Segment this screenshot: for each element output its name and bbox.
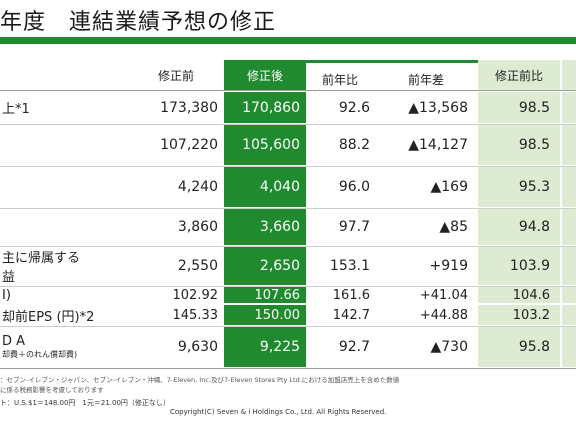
- value-after: 150.00: [224, 305, 306, 325]
- row-label: [0, 166, 130, 208]
- value-after: 4,040: [224, 167, 306, 207]
- value-vs-before: 98.5: [478, 125, 560, 165]
- value-vs-before: 98.5: [478, 92, 560, 123]
- row-divider: [0, 90, 576, 91]
- extra-column-cell: [562, 92, 576, 123]
- row-label-subtext: 益: [2, 270, 16, 285]
- footnote-1: ：セブン-イレブン・ジャパン、セブン-イレブン・沖縄、7-Eleven, Inc…: [0, 376, 400, 384]
- header-extra: [562, 60, 576, 90]
- row-divider: [0, 246, 576, 247]
- exchange-rate-note: ト：U.S.$1＝148.00円 1元＝21.00円（修正なし）: [0, 399, 170, 407]
- value-before: 3,860: [177, 219, 218, 235]
- value-before: 107,220: [160, 137, 218, 153]
- row-label: 上*1: [0, 91, 130, 124]
- row-label: I): [0, 286, 130, 304]
- header-after: 修正後: [224, 60, 306, 90]
- header-yoy-ratio: 前年比: [321, 72, 358, 87]
- value-yoy-ratio: 88.2: [338, 137, 370, 153]
- value-yoy-ratio: 96.0: [338, 179, 370, 195]
- page-title: 年度 連結業績予想の修正: [0, 10, 277, 35]
- value-vs-before: 95.8: [478, 327, 560, 367]
- extra-column-cell: [562, 287, 576, 303]
- row-divider: [0, 326, 576, 327]
- row-label-subtext: 却費＋のれん償却費): [2, 350, 78, 359]
- value-yoy-diff: ▲14,127: [408, 137, 468, 153]
- value-yoy-ratio: 153.1: [329, 258, 370, 274]
- row-label-text: 却前EPS (円)*2: [2, 309, 95, 325]
- value-yoy-diff: ▲169: [430, 179, 469, 195]
- value-before: 4,240: [177, 179, 218, 195]
- extra-column-cell: [562, 167, 576, 207]
- value-yoy-diff: ▲85: [439, 219, 468, 235]
- title-underline: [0, 37, 576, 44]
- value-yoy-diff: ▲13,568: [408, 99, 468, 116]
- value-before: 102.92: [172, 287, 219, 303]
- value-vs-before: 95.3: [478, 167, 560, 207]
- extra-column-cell: [562, 125, 576, 165]
- row-label-text: I): [2, 287, 11, 303]
- value-before: 9,630: [177, 339, 218, 355]
- row-divider: [0, 208, 576, 209]
- value-yoy-diff: +41.04: [419, 287, 468, 303]
- header-accent-bar: [306, 60, 478, 63]
- header-before: 修正前: [157, 68, 194, 83]
- extra-column-cell: [562, 209, 576, 245]
- row-label-text: D A: [2, 334, 26, 349]
- row-divider: [0, 368, 576, 369]
- row-label: [0, 124, 130, 166]
- value-vs-before: 103.2: [478, 305, 560, 325]
- copyright: Copyright(C) Seven & i Holdings Co., Ltd…: [170, 408, 387, 416]
- value-before: 2,550: [177, 258, 218, 274]
- value-yoy-ratio: 142.7: [332, 307, 370, 323]
- row-divider: [0, 124, 576, 125]
- value-after: 2,650: [224, 247, 306, 285]
- footnote-2: に係る税務影響を考慮しております: [0, 386, 104, 394]
- value-yoy-diff: ▲730: [430, 339, 469, 355]
- row-label: D A 却費＋のれん償却費): [0, 326, 130, 368]
- value-after: 105,600: [224, 125, 306, 165]
- extra-column-cell: [562, 305, 576, 325]
- value-after: 107.66: [224, 287, 306, 303]
- row-label-text: 主に帰属する: [2, 251, 81, 266]
- row-label: 主に帰属する益: [0, 246, 130, 286]
- row-label: 却前EPS (円)*2: [0, 304, 130, 326]
- value-after: 9,225: [224, 327, 306, 367]
- value-yoy-ratio: 92.7: [338, 339, 370, 355]
- value-yoy-ratio: 97.7: [338, 219, 370, 235]
- value-vs-before: 104.6: [478, 287, 560, 303]
- value-before: 173,380: [160, 99, 218, 116]
- row-divider: [0, 286, 576, 287]
- extra-column-cell: [562, 327, 576, 367]
- value-yoy-ratio: 92.6: [338, 99, 370, 116]
- value-yoy-ratio: 161.6: [332, 287, 370, 303]
- value-vs-before: 103.9: [478, 247, 560, 285]
- header-vs-before: 修正前比: [478, 60, 560, 90]
- row-label: [0, 208, 130, 246]
- value-yoy-diff: +44.88: [419, 307, 468, 323]
- row-divider: [0, 166, 576, 167]
- row-label-text: 上*1: [2, 102, 30, 117]
- value-after: 3,660: [224, 209, 306, 245]
- value-vs-before: 94.8: [478, 209, 560, 245]
- value-after: 170,860: [224, 92, 306, 123]
- value-before: 145.33: [172, 307, 219, 323]
- value-yoy-diff: +919: [429, 258, 468, 274]
- header-yoy-diff: 前年差: [407, 72, 444, 87]
- extra-column-cell: [562, 247, 576, 285]
